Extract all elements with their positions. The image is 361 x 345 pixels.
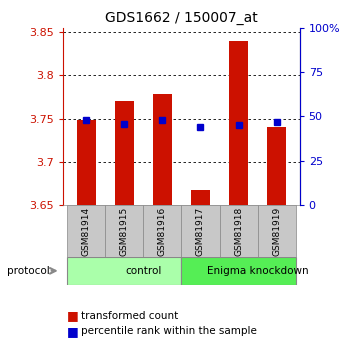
Text: Enigma knockdown: Enigma knockdown bbox=[207, 266, 309, 276]
Bar bbox=[77, 120, 96, 205]
Text: transformed count: transformed count bbox=[81, 311, 178, 321]
Text: GSM81917: GSM81917 bbox=[196, 207, 205, 256]
Text: GSM81918: GSM81918 bbox=[234, 207, 243, 256]
FancyBboxPatch shape bbox=[182, 257, 296, 285]
Bar bbox=[115, 101, 134, 205]
Text: GSM81914: GSM81914 bbox=[82, 207, 91, 256]
Bar bbox=[267, 127, 286, 205]
Text: GSM81916: GSM81916 bbox=[158, 207, 167, 256]
Bar bbox=[229, 41, 248, 205]
Text: protocol: protocol bbox=[7, 266, 50, 276]
FancyBboxPatch shape bbox=[143, 205, 182, 257]
FancyBboxPatch shape bbox=[105, 205, 143, 257]
FancyBboxPatch shape bbox=[67, 257, 182, 285]
FancyBboxPatch shape bbox=[258, 205, 296, 257]
Text: percentile rank within the sample: percentile rank within the sample bbox=[81, 326, 257, 336]
Bar bbox=[153, 94, 172, 205]
FancyBboxPatch shape bbox=[219, 205, 258, 257]
Text: GSM81915: GSM81915 bbox=[120, 207, 129, 256]
Text: ■: ■ bbox=[67, 325, 79, 338]
Text: control: control bbox=[125, 266, 161, 276]
Title: GDS1662 / 150007_at: GDS1662 / 150007_at bbox=[105, 11, 258, 25]
FancyBboxPatch shape bbox=[67, 205, 105, 257]
FancyBboxPatch shape bbox=[182, 205, 219, 257]
Text: GSM81919: GSM81919 bbox=[272, 207, 281, 256]
Bar bbox=[191, 190, 210, 205]
Text: ■: ■ bbox=[67, 309, 79, 322]
